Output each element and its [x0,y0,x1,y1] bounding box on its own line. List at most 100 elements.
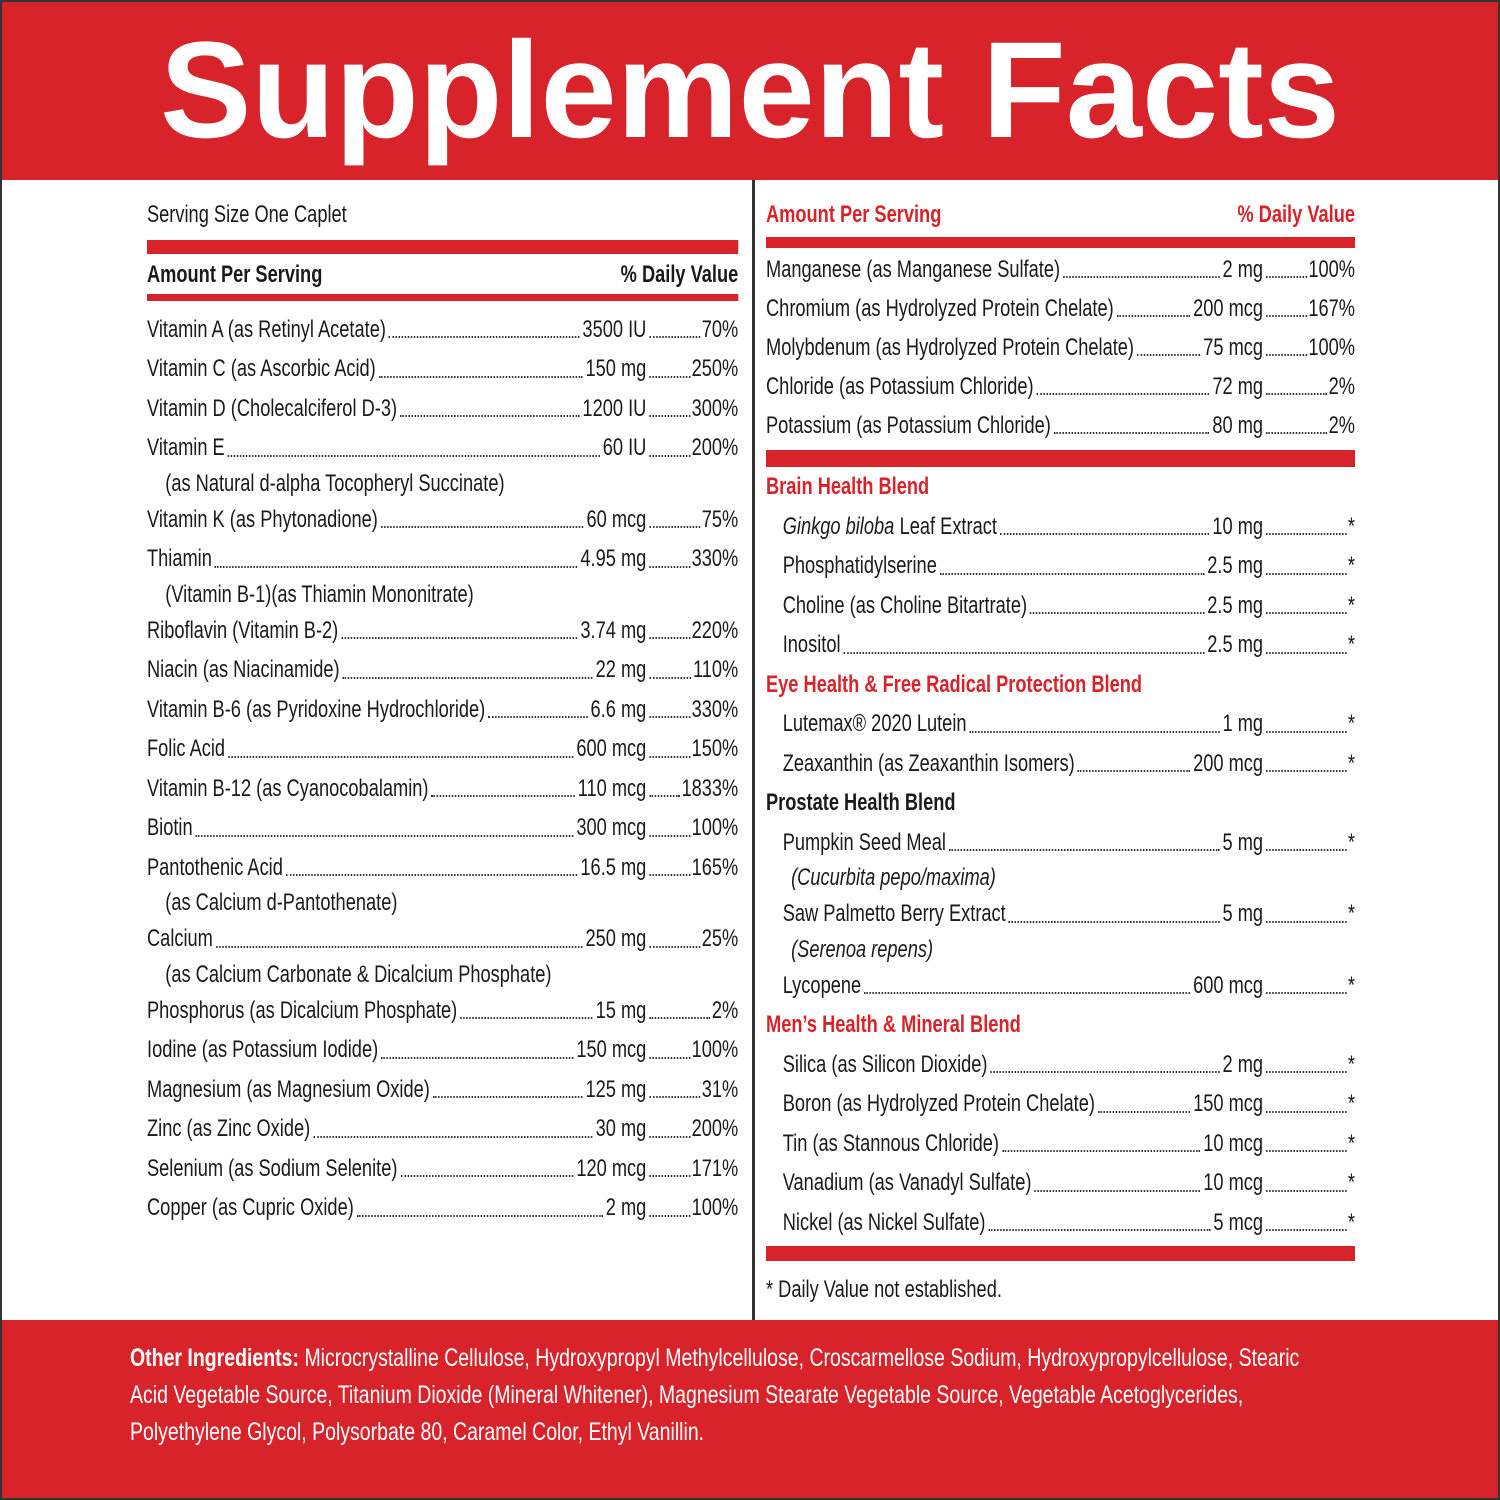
leader [380,526,584,528]
leader [1266,275,1307,278]
leader [1137,353,1201,356]
other-ingredients-text: Microcrystalline Cellulose, Hydroxypropy… [130,1344,1300,1446]
daily-value-cell: 2% [1263,406,1355,445]
amount: 15 mg [595,996,647,1024]
amount: 300 mcg [576,814,647,841]
amount: 5 mg [1222,828,1264,856]
nutrient-name: Pumpkin Seed Meal [783,823,946,863]
nutrient-name-text: Vitamin E [147,434,225,461]
daily-value-cell: * [1263,1163,1355,1203]
amount: 250 mg [585,925,647,952]
daily-value: * [1347,552,1355,579]
nutrient-row: Lutemax® 2020 Lutein 1 mg * [766,704,1355,744]
daily-value-cell: * [1263,704,1355,744]
amount: 2 mg [1222,1050,1264,1078]
leader [488,716,588,718]
leader [649,834,691,837]
nutrient-name-text: Nickel (as Nickel Sulfate) [782,1208,986,1236]
nutrient-name-text: Vanadium (as Vanadyl Sulfate) [782,1169,1032,1196]
other-ingredients-label: Other Ingredients: [130,1344,300,1372]
leader [988,1229,1211,1231]
nutrient-name: Riboflavin (Vitamin B-2) [147,611,338,651]
nutrient-name-text: Zinc (as Zinc Oxide) [147,1115,311,1142]
amount: 72 mg [1212,372,1264,400]
nutrient-row: Silica (as Silicon Dioxide) 2 mg * [766,1045,1355,1085]
nutrient-name: Saw Palmetto Berry Extract [783,894,1006,934]
amount: 200 mcg [1193,294,1264,322]
nutrient-name: Iodine (as Potassium Iodide) [147,1030,378,1070]
nutrient-name: Vanadium (as Vanadyl Sulfate) [783,1163,1032,1203]
nutrient-name: Nickel (as Nickel Sulfate) [783,1203,986,1243]
nutrient-source: (Vitamin B-1)(as Thiamin Mononitrate) [165,580,474,608]
blend-heading: Eye Health & Free Radical Protection Ble… [766,670,1143,698]
header-amount: Amount Per Serving [147,261,323,288]
daily-value-cell: * [1263,507,1355,547]
leader [939,572,1205,575]
nutrient-name-text: Lycopene [782,971,862,999]
daily-value-cell: 70% [646,310,738,350]
leader [1266,314,1307,317]
nutrient-row: Vitamin C (as Ascorbic Acid) 150 mg 250% [147,349,738,389]
leader [1077,770,1191,772]
leader [649,1096,701,1098]
amount: 1 mg [1222,710,1264,737]
daily-value-cell: * [1263,625,1355,665]
nutrient-name-text: Phosphatidylserine [782,552,937,579]
nutrient-name-text: Vitamin C (as Ascorbic Acid) [147,355,376,382]
amount: 150 mcg [1193,1090,1264,1117]
daily-value-cell: 25% [646,919,738,959]
daily-value-cell: 2% [646,991,738,1031]
nutrient-name: Phosphatidylserine [783,546,937,586]
leader [649,1175,691,1177]
amount: 10 mg [1212,512,1264,540]
nutrient-name: Vitamin B-12 (as Cyanocobalamin) [147,769,429,809]
nutrient-name-text: Magnesium (as Magnesium Oxide) [147,1075,430,1103]
nutrient-row: Saw Palmetto Berry Extract 5 mg * [766,894,1355,934]
column-header: Amount Per Serving % Daily Value [147,256,738,294]
daily-value: * [1347,1090,1355,1117]
daily-value: * [1347,591,1355,619]
daily-value: 200% [691,1115,739,1142]
leader [1034,1189,1201,1192]
nutrient-name-text: Chromium (as Hydrolyzed Protein Chelate) [766,294,1114,322]
leader [388,336,580,338]
leader [649,637,691,639]
nutrient-row: Phosphorus (as Dicalcium Phosphate) 15 mg… [147,991,738,1031]
leader [999,533,1210,535]
nutrient-name: Choline (as Choline Bitartrate) [783,586,1027,626]
amount: 4.95 mg [580,545,647,572]
nutrient-name-text: Calcium [147,925,213,952]
daily-value-cell: 220% [646,611,738,651]
header-dv: % Daily Value [1237,201,1355,228]
daily-value-cell: 200% [646,428,738,468]
daily-value-cell: * [1263,744,1355,784]
nutrient-row: Vitamin E 60 IU 200% [147,428,738,468]
column-header: Amount Per Serving % Daily Value [766,197,1355,233]
nutrient-name-text: Vitamin B-12 (as Cyanocobalamin) [147,774,429,802]
nutrient-row: Thiamin 4.95 mg 330% [147,539,738,579]
leader [1008,920,1220,923]
leader [1098,1110,1191,1113]
nutrient-name: Biotin [147,808,193,848]
nutrient-source: (Serenoa repens) [791,935,934,963]
nutrient-row: Vanadium (as Vanadyl Sulfate) 10 mcg * [766,1163,1355,1203]
daily-value-cell: 150% [646,729,738,769]
nutrient-name: Vitamin K (as Phytonadione) [147,500,378,540]
amount: 3500 IU [582,315,647,343]
red-rule [766,237,1355,248]
nutrient-name-text: Pumpkin Seed Meal [782,828,946,856]
nutrient-name: Pantothenic Acid [147,848,283,888]
leader [990,1071,1220,1073]
nutrient-name: Zinc (as Zinc Oxide) [147,1109,310,1149]
nutrient-name: Selenium (as Sodium Selenite) [147,1149,397,1189]
daily-value: 100% [691,814,739,841]
nutrient-name-text: Niacin (as Niacinamide) [147,656,340,683]
nutrient-row: Biotin 300 mcg 100% [147,808,738,848]
leader [649,454,691,457]
leader [1266,572,1347,575]
leader [1266,770,1347,772]
nutrient-row: Pantothenic Acid 16.5 mg 165% [147,848,738,888]
leader [341,637,578,639]
leader [649,565,691,568]
blend-heading: Prostate Health Blend [766,789,956,816]
